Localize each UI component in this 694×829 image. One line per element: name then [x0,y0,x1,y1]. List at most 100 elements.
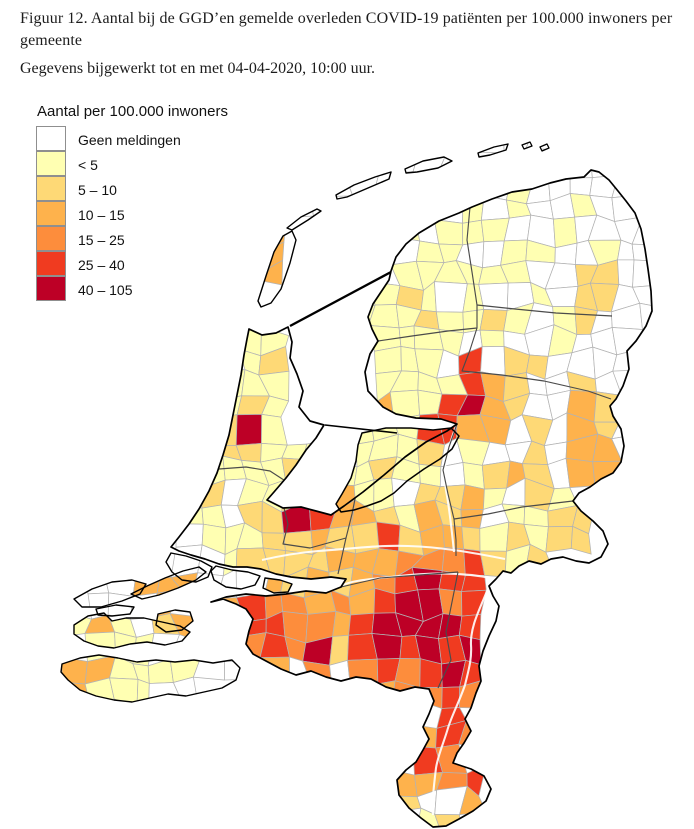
municipality [411,566,443,591]
municipality [567,148,593,179]
municipality [588,148,619,179]
municipality [569,177,593,196]
legend-label: 10 – 15 [78,206,125,223]
figure-updated-text: Gegevens bijgewerkt tot en met 04-04-202… [20,60,376,77]
legend-label: 25 – 40 [78,256,125,273]
municipality [390,196,423,226]
municipality [481,460,511,490]
municipality [480,345,506,377]
legend-item: 25 – 40 [36,251,228,277]
legend-swatch [36,176,66,201]
municipality [348,612,375,636]
municipality [457,142,485,158]
municipality [172,487,203,509]
municipality [611,194,643,222]
legend-swatch [36,151,66,176]
legend-swatch [36,251,66,276]
municipality [308,477,337,511]
municipality [261,413,288,446]
legend-label: 40 – 105 [78,281,133,298]
municipality [632,259,652,288]
municipality [61,656,88,685]
legend-label: 15 – 25 [78,231,125,248]
municipality [332,610,352,637]
municipality [109,677,139,709]
municipality [214,414,238,446]
municipality [433,219,464,246]
municipality [631,284,652,309]
municipality [352,237,375,265]
afsluitdijk-dam [289,270,392,328]
municipality [367,280,401,306]
municipality [461,526,481,552]
river-lek [261,544,506,562]
dams [289,270,398,434]
municipality [329,659,351,687]
municipality [502,142,532,154]
legend-label: 5 – 10 [78,181,117,198]
municipality [552,216,578,249]
legend-swatch [36,226,66,251]
municipality [347,393,378,424]
municipality [390,215,421,242]
municipality [461,575,487,592]
municipality [393,171,423,199]
municipality [565,457,596,489]
municipality [368,215,400,239]
municipality [480,195,510,221]
legend-item: 40 – 105 [36,276,228,302]
municipality [136,678,150,711]
municipality [460,484,485,511]
municipality [374,345,402,374]
river-maas [431,585,490,816]
municipality [239,237,271,269]
municipality [412,724,438,749]
municipality [310,195,334,217]
municipality [438,613,463,640]
municipality [479,329,505,348]
legend-swatch [36,126,66,151]
legend-items: Geen meldingen < 5 5 – 10 10 – 15 15 – 25 25 … [36,126,228,302]
municipality [613,150,642,179]
municipality [638,175,652,196]
legend-item: < 5 [36,151,228,177]
municipality [282,192,314,219]
municipality [351,222,374,249]
municipality [84,614,116,634]
legend-label: < 5 [78,156,98,173]
municipality [395,795,422,813]
municipality [372,192,395,224]
municipality [345,171,380,197]
municipality [545,525,573,553]
municipality [346,280,376,312]
municipality [611,174,642,199]
legend-title: Aantal per 100.000 inwoners [37,103,228,120]
municipality [638,194,652,227]
legend-swatch [36,201,66,226]
map-legend: Aantal per 100.000 inwoners Geen melding… [36,103,228,302]
municipality [235,413,263,446]
municipality [419,658,443,689]
legend-label: Geen meldingen [78,131,181,148]
municipality [462,173,489,203]
municipality [435,173,466,203]
municipality [570,525,592,555]
province-borders [218,206,613,689]
legend-item: 15 – 25 [36,226,228,252]
figure-title: Figuur 12. Aantal bij de GGD’en gemelde … [20,10,673,49]
municipality [479,309,508,332]
legend-item: 5 – 10 [36,176,228,202]
houtribdijk-dam [324,424,398,434]
legend-item: 10 – 15 [36,201,228,227]
legend-swatch [36,276,66,301]
municipality [224,660,246,681]
municipality [462,219,485,246]
municipality [412,171,442,203]
legend-item: Geen meldingen [36,126,228,152]
municipality [617,259,635,288]
municipality [434,281,468,313]
municipality [371,633,403,660]
municipality [83,565,110,595]
